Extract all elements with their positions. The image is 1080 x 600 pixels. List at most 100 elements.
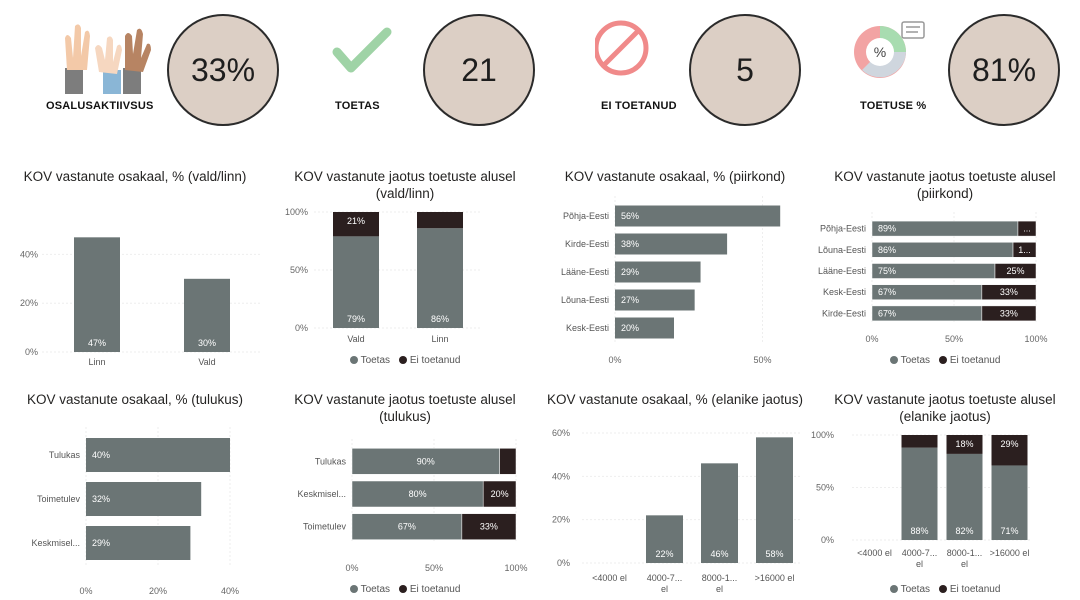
data-label: 46% (710, 549, 728, 559)
data-label: 27% (621, 295, 639, 305)
y-tick-label: Tulukas (49, 450, 81, 460)
bar-segment-toetas (351, 513, 463, 540)
bar-segment-toetas (417, 228, 463, 328)
kpi-not-supported: EI TOETANUD 5 (555, 0, 825, 140)
data-label: 1... (1018, 245, 1031, 255)
data-label: 33% (480, 522, 498, 532)
data-label: 21% (347, 216, 365, 226)
x-tick-label: 20% (149, 586, 167, 596)
legend-dot-toetas (349, 356, 358, 365)
bar (756, 437, 793, 563)
bar (701, 463, 738, 563)
legend-label: Toetas (900, 355, 931, 366)
bar-segment-ei-toetanud (1012, 242, 1037, 258)
y-tick-label: 0% (25, 347, 38, 357)
y-tick-label: Kesk-Eesti (823, 287, 866, 297)
kpi-support-percent: % TOETUSE % 81% (810, 0, 1080, 140)
data-label: 90% (417, 456, 435, 466)
x-tick-label: 100% (1024, 334, 1047, 344)
y-tick-label: Kesk-Eesti (566, 323, 609, 333)
chart-panel-elanike: KOV vastanute osakaal, % (elanike jaotus… (540, 383, 810, 600)
data-label: 71% (1000, 526, 1018, 536)
chart-title: KOV vastanute jaotus toetuste alusel (el… (834, 392, 1056, 424)
data-label: 56% (621, 211, 639, 221)
chart-title: KOV vastanute osakaal, % (piirkond) (564, 169, 786, 184)
x-tick-label: <4000 el (592, 573, 627, 583)
legend-dot-toetas (889, 585, 898, 594)
data-label: 32% (92, 494, 110, 504)
x-tick-label: 8000-1... el (947, 548, 983, 569)
legend-dot-ei-toetanud (398, 585, 407, 594)
legend-dot-ei-toetanud (938, 356, 947, 365)
x-tick-label: 0% (608, 355, 621, 365)
bar-segment-toetas (333, 236, 379, 328)
y-tick-label: 20% (20, 298, 38, 308)
legend-dot-toetas (889, 356, 898, 365)
y-tick-label: Lääne-Eesti (818, 266, 866, 276)
chart-panel-jaotus-elanike: KOV vastanute jaotus toetuste alusel (el… (810, 383, 1080, 600)
chart-title: KOV vastanute osakaal, % (tulukus) (26, 392, 244, 407)
y-tick-label: 0% (821, 535, 834, 545)
data-label: 29% (92, 538, 110, 548)
legend-label: Toetas (900, 584, 931, 595)
data-label: 86% (431, 314, 449, 324)
chart-tulukus-share: 0% 20% 40% Tulukas 40% Toimetulev 32% Keskmisel… (31, 427, 239, 596)
bar (615, 261, 701, 283)
x-tick-label: 50% (945, 334, 963, 344)
chart-panel-jaotus-vald-linn: KOV vastanute jaotus toetuste alusel (va… (270, 160, 540, 375)
chart-piirkond-share: 0% 50% Põhja-Eesti 56% Kirde-Eesti 38% Lääne-E… (561, 196, 781, 365)
y-tick-label: Keskmisel... (31, 538, 80, 548)
x-tick-label: Linn (88, 357, 105, 367)
bar (646, 515, 683, 563)
x-tick-label: 0% (345, 563, 358, 573)
kpi-label: TOETAS (335, 100, 380, 112)
y-tick-label: 100% (811, 430, 834, 440)
data-label: 89% (878, 224, 896, 234)
data-label: 33% (1000, 287, 1018, 297)
bar (615, 233, 728, 255)
data-label: 58% (765, 549, 783, 559)
chart-title: KOV vastanute jaotus toetuste alusel (tu… (294, 392, 516, 424)
bar (86, 482, 202, 516)
kpi-label: OSALUSAKTIIVSUS (46, 100, 154, 112)
y-tick-label: Lõuna-Eesti (561, 295, 609, 305)
x-tick-label: 8000-1... el (702, 573, 738, 594)
legend-dot-toetas (349, 585, 358, 594)
chart-vald-linn-share: 0% 20% 40% Linn 47% Vald 30% (20, 237, 262, 367)
y-tick-label: 50% (816, 483, 834, 493)
bar-segment-ei-toetanud (994, 263, 1037, 279)
kpi-participation: OSALUSAKTIIVSUS 33% (15, 0, 285, 140)
chart-title: KOV vastanute osakaal, % (elanike jaotus… (547, 392, 803, 407)
y-tick-label: 40% (20, 249, 38, 259)
data-label: ... (1023, 224, 1031, 234)
x-tick-label: >16000 el (755, 573, 795, 583)
y-tick-label: 20% (552, 515, 570, 525)
chart-title: KOV vastanute jaotus toetuste alusel (pi… (834, 169, 1056, 201)
y-tick-label: 50% (290, 265, 308, 275)
data-label: 67% (878, 308, 896, 318)
percent-pie-icon: % (854, 21, 925, 78)
y-tick-label: Põhja-Eesti (563, 211, 609, 221)
kpi-value: 21 (423, 14, 535, 126)
bar (615, 317, 674, 339)
bar-segment-ei-toetanud (461, 513, 517, 540)
chart-tulukus-support: 0% 50% 100% Tulukas 90% Keskmisel... 80% 20% Toi… (297, 439, 528, 573)
y-tick-label: Tulukas (315, 456, 347, 466)
bar-segment-ei-toetanud (499, 448, 517, 475)
y-tick-label: Toimetulev (303, 522, 347, 532)
bar-segment-ei-toetanud (981, 284, 1037, 300)
data-label: 20% (491, 489, 509, 499)
legend-label: Toetas (360, 584, 391, 595)
data-label: 33% (1000, 308, 1018, 318)
chart-panel-piirkond: KOV vastanute osakaal, % (piirkond) 0% 50… (540, 160, 810, 375)
data-label: 30% (198, 338, 216, 348)
data-label: 20% (621, 323, 639, 333)
data-label: 80% (409, 489, 427, 499)
bar-segment-ei-toetanud (901, 435, 938, 448)
chart-title: KOV vastanute osakaal, % (vald/linn) (23, 169, 247, 184)
prohibited-icon (595, 20, 649, 76)
data-label: 75% (878, 266, 896, 276)
bar-segment-toetas (901, 447, 938, 540)
kpi-value: 33% (167, 14, 279, 126)
chart-legend: Toetas Ei toetanud (270, 355, 540, 366)
